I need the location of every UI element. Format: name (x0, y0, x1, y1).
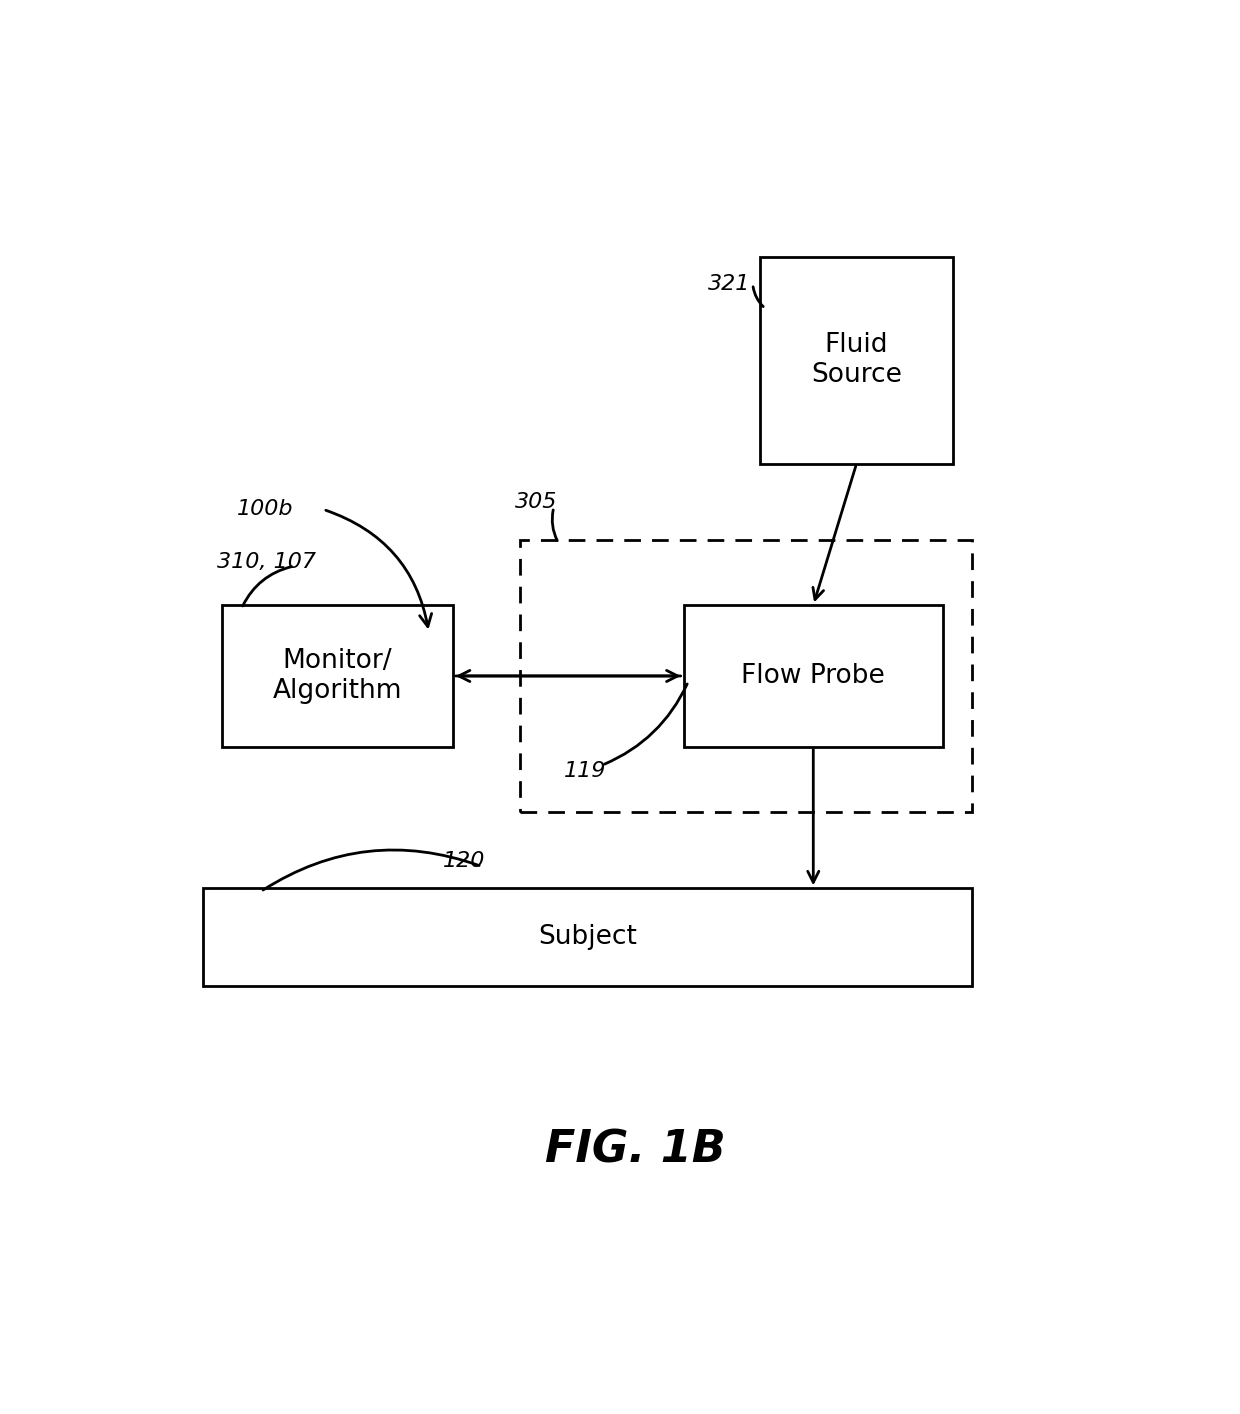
Text: Flow Probe: Flow Probe (742, 663, 885, 689)
Bar (203, 888, 972, 987)
Bar (521, 540, 972, 812)
Text: 321: 321 (708, 274, 750, 294)
Text: 310, 107: 310, 107 (217, 551, 316, 571)
Text: 305: 305 (516, 492, 558, 512)
Bar (760, 257, 952, 464)
Text: Fluid
Source: Fluid Source (811, 332, 901, 389)
Text: FIG. 1B: FIG. 1B (546, 1128, 725, 1171)
Bar (683, 605, 944, 747)
Text: Monitor/
Algorithm: Monitor/ Algorithm (273, 648, 402, 704)
Bar (222, 605, 453, 747)
Text: Subject: Subject (538, 925, 637, 950)
Text: 100b: 100b (237, 499, 293, 519)
Text: 119: 119 (563, 761, 606, 781)
Text: 120: 120 (444, 851, 486, 871)
